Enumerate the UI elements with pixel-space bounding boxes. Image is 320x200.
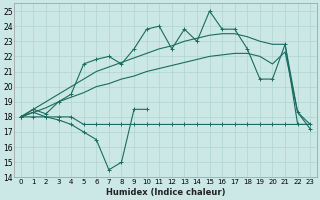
X-axis label: Humidex (Indice chaleur): Humidex (Indice chaleur) <box>106 188 225 197</box>
